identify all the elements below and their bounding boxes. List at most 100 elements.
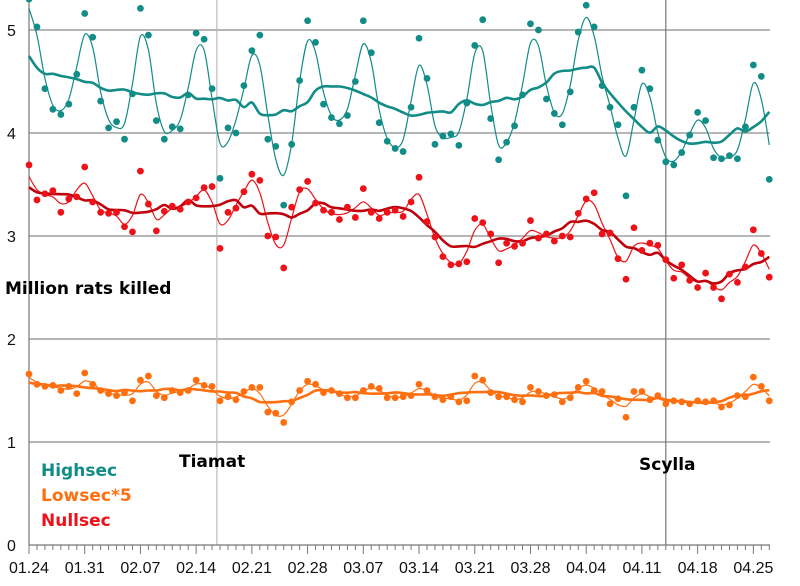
nullsec-point — [407, 198, 415, 206]
nullsec-point — [105, 209, 112, 217]
highsec-point — [359, 17, 367, 25]
lowsec-point — [160, 394, 168, 402]
nullsec-point — [328, 208, 335, 216]
lowsec-point — [678, 398, 686, 406]
lowsec-point — [495, 393, 503, 401]
nullsec-point — [495, 259, 503, 267]
lowsec-point — [423, 387, 431, 394]
highsec-point — [383, 137, 391, 145]
lowsec-point — [57, 387, 65, 394]
lowsec-point — [65, 382, 73, 390]
lowsec-point — [503, 393, 510, 401]
lowsec-point — [670, 397, 678, 405]
lowsec-point — [630, 388, 638, 395]
nullsec-point — [511, 242, 518, 250]
nullsec-point — [757, 250, 765, 257]
lowsec-point — [550, 391, 558, 399]
nullsec-point — [742, 263, 749, 271]
highsec-point — [622, 192, 630, 200]
lowsec-point — [367, 382, 375, 390]
nullsec-point — [160, 207, 168, 215]
lowsec-point — [638, 388, 646, 395]
highsec-point — [97, 97, 105, 105]
highsec-point — [176, 125, 184, 133]
x-tick-labels: 01.24 01.31 02.07 02.14 02.21 02.28 03.07 03.14… — [9, 560, 774, 577]
nullsec-point — [503, 239, 510, 247]
nullsec-point — [240, 188, 248, 196]
gridlines — [29, 29, 770, 443]
lowsec-point — [280, 419, 288, 426]
x-tick-label: 02.07 — [120, 560, 160, 577]
annotation-scylla: Scylla — [639, 455, 696, 475]
nullsec-point — [702, 269, 709, 277]
highsec-point — [121, 135, 128, 143]
lowsec-point — [129, 397, 136, 405]
lowsec-point — [184, 387, 192, 394]
lowsec-point — [471, 372, 479, 380]
lowsec-point — [574, 384, 582, 391]
nullsec-point — [351, 214, 359, 221]
highsec-point — [328, 114, 335, 121]
nullsec-point — [375, 215, 383, 222]
lowsec-point — [686, 400, 694, 408]
highsec-point — [25, 0, 33, 3]
nullsec-smoothed-line — [28, 176, 770, 291]
nullsec-weekly-average-line — [28, 186, 771, 285]
y-tick-label: 0 — [7, 538, 16, 555]
highsec-point — [495, 156, 503, 164]
highsec-point — [614, 121, 622, 129]
highsec-point — [336, 120, 343, 128]
lowsec-point — [710, 397, 717, 405]
highsec-point — [543, 95, 550, 103]
lowsec-point — [224, 393, 232, 401]
highsec-point — [351, 78, 359, 85]
highsec-point — [742, 123, 749, 131]
highsec-point — [447, 130, 455, 138]
event-markers — [216, 0, 667, 545]
highsec-point — [367, 49, 375, 57]
x-tick-label: 04.18 — [678, 560, 718, 577]
lowsec-point — [511, 396, 518, 404]
nullsec-point — [320, 206, 327, 214]
lowsec-point — [527, 384, 534, 391]
highsec-point — [312, 38, 319, 46]
highsec-point — [320, 100, 327, 108]
nullsec-point — [137, 167, 144, 175]
nullsec-point — [65, 195, 73, 203]
nullsec-point — [121, 223, 128, 231]
highsec-point — [208, 85, 216, 93]
nullsec-point — [248, 170, 256, 178]
highsec-point — [455, 141, 463, 149]
highsec-point — [527, 20, 534, 28]
lowsec-point — [463, 397, 471, 405]
lowsec-point — [566, 394, 574, 402]
lowsec-point — [152, 392, 160, 400]
annotation-tiamat: Tiamat — [179, 452, 245, 472]
lowsec-point — [582, 377, 590, 385]
highsec-point — [654, 136, 662, 144]
highsec-point — [168, 123, 176, 131]
nullsec-point — [479, 219, 487, 227]
nullsec-point — [232, 204, 240, 212]
nullsec-point — [176, 205, 184, 213]
nullsec-point — [391, 206, 399, 214]
nullsec-point — [463, 258, 471, 266]
nullsec-point — [431, 233, 439, 241]
lowsec-point — [137, 376, 144, 384]
nullsec-point — [550, 237, 558, 245]
highsec-point — [105, 124, 112, 132]
nullsec-point — [678, 261, 686, 269]
nullsec-point — [598, 230, 606, 238]
nullsec-point — [168, 202, 176, 210]
x-tick-label: 04.04 — [566, 560, 606, 577]
highsec-point — [280, 201, 288, 209]
highsec-point — [415, 34, 423, 42]
nullsec-point — [543, 230, 550, 238]
lowsec-point — [399, 393, 407, 401]
highsec-point — [423, 75, 431, 82]
lowsec-point — [359, 387, 367, 394]
legend-lowsec: Lowsec*5 — [41, 486, 132, 506]
nullsec-point — [694, 284, 702, 291]
highsec-point — [757, 72, 765, 80]
nullsec-point — [399, 213, 407, 220]
